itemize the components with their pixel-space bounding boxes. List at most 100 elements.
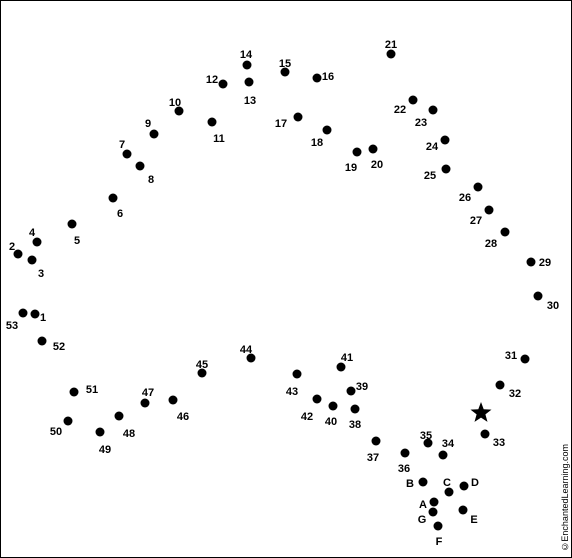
dot-19[interactable]	[352, 147, 362, 157]
dot-39[interactable]	[346, 386, 356, 396]
dot-label-31: 31	[505, 350, 517, 362]
dot-28[interactable]	[500, 227, 510, 237]
dot-31[interactable]	[520, 354, 530, 364]
dot-label-51: 51	[86, 384, 98, 396]
dot-label-49: 49	[99, 444, 111, 456]
dot-37[interactable]	[371, 436, 381, 446]
dot-44[interactable]	[246, 353, 256, 363]
dot-label-50: 50	[50, 426, 62, 438]
dot-36[interactable]	[400, 448, 410, 458]
dot-A[interactable]	[429, 497, 439, 507]
dot-label-37: 37	[367, 452, 379, 464]
dot-16[interactable]	[312, 73, 322, 83]
dot-3[interactable]	[27, 255, 37, 265]
dot-label-48: 48	[123, 428, 135, 440]
dot-label-24: 24	[426, 141, 439, 153]
dot-41[interactable]	[336, 362, 346, 372]
dot-11[interactable]	[207, 117, 217, 127]
dot-52[interactable]	[37, 336, 47, 346]
dot-G[interactable]	[428, 507, 438, 517]
dot-10[interactable]	[174, 106, 184, 116]
dot-label-21: 21	[385, 39, 397, 51]
dot-7[interactable]	[122, 149, 132, 159]
dot-17[interactable]	[293, 112, 303, 122]
dot-32[interactable]	[495, 380, 505, 390]
dot-label-1: 1	[40, 312, 46, 324]
dot-40[interactable]	[328, 401, 338, 411]
dot-25[interactable]	[441, 164, 451, 174]
dot-label-34: 34	[442, 438, 455, 450]
dot-53[interactable]	[18, 308, 28, 318]
dot-26[interactable]	[473, 182, 483, 192]
dot-48[interactable]	[114, 411, 124, 421]
dot-B[interactable]	[418, 477, 428, 487]
dot-1[interactable]	[30, 309, 40, 319]
dot-30[interactable]	[533, 291, 543, 301]
dot-29[interactable]	[526, 257, 536, 267]
star-icon	[470, 402, 492, 422]
dot-46[interactable]	[168, 395, 178, 405]
dot-15[interactable]	[280, 67, 290, 77]
dot-label-18: 18	[311, 137, 323, 149]
dot-20[interactable]	[368, 144, 378, 154]
dot-label-38: 38	[349, 419, 361, 431]
dot-label-40: 40	[325, 416, 337, 428]
dot-33[interactable]	[480, 429, 490, 439]
dot-27[interactable]	[484, 205, 494, 215]
dot-label-27: 27	[470, 215, 482, 227]
dot-label-44: 44	[240, 344, 253, 356]
dot-47[interactable]	[140, 398, 150, 408]
dot-34[interactable]	[438, 450, 448, 460]
dot-label-52: 52	[53, 341, 65, 353]
dot-13[interactable]	[244, 77, 254, 87]
dot-label-47: 47	[142, 387, 154, 399]
dot-label-42: 42	[301, 411, 313, 423]
dot-label-F: F	[436, 536, 443, 548]
dot-label-17: 17	[275, 118, 287, 130]
dot-8[interactable]	[135, 161, 145, 171]
dot-D[interactable]	[459, 481, 469, 491]
dot-C[interactable]	[444, 487, 454, 497]
dot-4[interactable]	[32, 237, 42, 247]
dot-23[interactable]	[428, 105, 438, 115]
dot-50[interactable]	[63, 416, 73, 426]
dot-label-4: 4	[29, 227, 36, 239]
dot-12[interactable]	[218, 79, 228, 89]
dot-2[interactable]	[13, 249, 23, 259]
dot-label-16: 16	[322, 71, 334, 83]
dot-38[interactable]	[350, 404, 360, 414]
credit-text: ©EnchantedLearning.com	[560, 444, 570, 552]
dot-43[interactable]	[292, 369, 302, 379]
dot-label-15: 15	[279, 58, 291, 70]
dot-49[interactable]	[95, 427, 105, 437]
dot-label-11: 11	[213, 133, 225, 145]
dot-label-46: 46	[177, 411, 189, 423]
dot-42[interactable]	[312, 394, 322, 404]
dot-22[interactable]	[408, 95, 418, 105]
dot-E[interactable]	[458, 505, 468, 515]
dot-9[interactable]	[149, 129, 159, 139]
dot-label-39: 39	[356, 381, 368, 393]
dot-label-30: 30	[547, 300, 559, 312]
dot-label-6: 6	[117, 208, 123, 220]
dot-label-35: 35	[420, 430, 432, 442]
dot-label-29: 29	[539, 257, 551, 269]
dot-35[interactable]	[423, 438, 433, 448]
dot-label-8: 8	[148, 174, 154, 186]
dot-5[interactable]	[67, 219, 77, 229]
dot-18[interactable]	[322, 125, 332, 135]
dot-label-23: 23	[415, 117, 427, 129]
dot-label-20: 20	[371, 159, 383, 171]
dot-6[interactable]	[108, 193, 118, 203]
dot-24[interactable]	[440, 135, 450, 145]
dot-label-32: 32	[509, 388, 521, 400]
dot-51[interactable]	[69, 387, 79, 397]
dot-F[interactable]	[433, 521, 443, 531]
dot-label-14: 14	[240, 49, 253, 61]
dot-45[interactable]	[197, 368, 207, 378]
dot-label-25: 25	[424, 170, 436, 182]
dot-21[interactable]	[386, 49, 396, 59]
dot-label-41: 41	[341, 352, 353, 364]
dot-14[interactable]	[242, 60, 252, 70]
dot-label-19: 19	[345, 162, 357, 174]
